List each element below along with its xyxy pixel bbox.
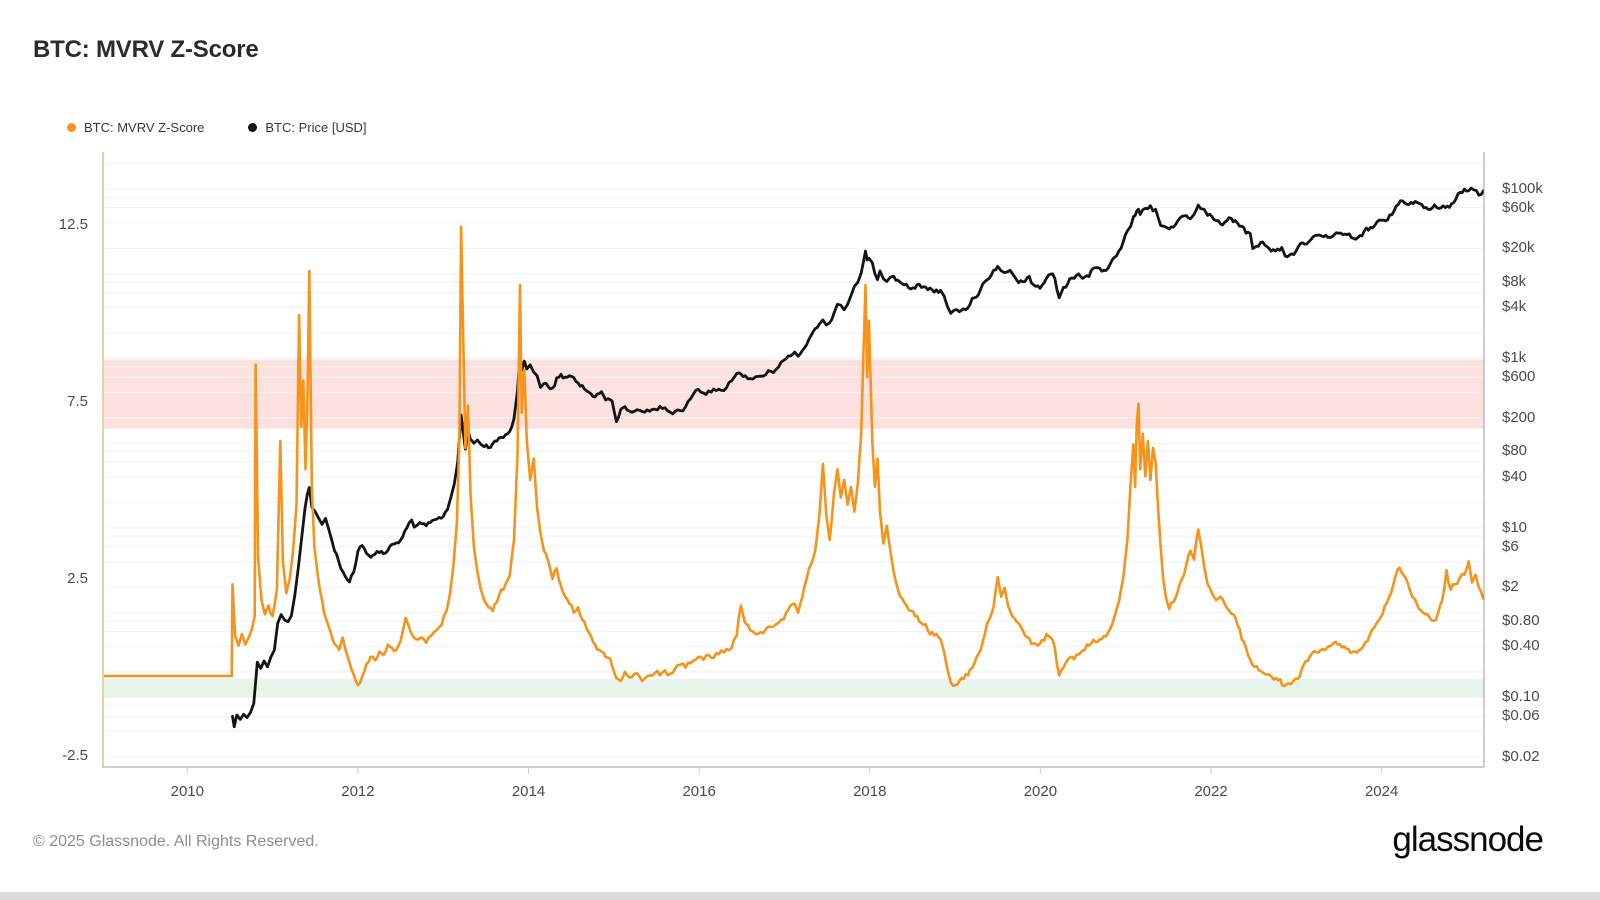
legend-item-price[interactable]: BTC: Price [USD] <box>248 120 367 135</box>
low-zone-band <box>102 678 1484 697</box>
copyright-text: © 2025 Glassnode. All Rights Reserved. <box>33 833 319 850</box>
x-axis-tick-label: 2012 <box>341 783 375 800</box>
z-axis-tick-label: 7.5 <box>67 392 88 410</box>
price-axis-tick-label: $60k <box>1502 198 1535 216</box>
chart-legend: BTC: MVRV Z-Score BTC: Price [USD] <box>67 120 411 135</box>
price-axis-tick-label: $80 <box>1502 442 1528 460</box>
price-axis-tick-label: $0.10 <box>1502 688 1540 706</box>
z-axis-tick-label: 12.5 <box>58 215 88 233</box>
price-axis-tick-label: $0.80 <box>1502 611 1540 629</box>
x-axis-tick-label: 2022 <box>1194 783 1228 800</box>
legend-dot-icon <box>67 123 76 132</box>
price-axis-tick-label: $100k <box>1502 179 1543 197</box>
price-axis-tick-label: $600 <box>1502 368 1536 386</box>
legend-dot-icon <box>248 123 258 132</box>
legend-item-mvrv-zscore[interactable]: BTC: MVRV Z-Score <box>67 120 204 135</box>
price-axis-tick-label: $0.40 <box>1502 637 1540 655</box>
price-axis-tick-label: $0.06 <box>1502 707 1540 725</box>
z-axis-tick-label: -2.5 <box>62 747 88 765</box>
glassnode-logo: glassnode <box>1392 820 1544 859</box>
legend-item-label: BTC: MVRV Z-Score <box>84 120 205 135</box>
legend-item-label: BTC: Price [USD] <box>265 120 367 135</box>
x-axis-tick-label: 2020 <box>1023 783 1058 800</box>
price-series-line <box>231 186 1484 729</box>
price-axis-tick-label: $6 <box>1502 537 1519 555</box>
price-axis-tick-label: $20k <box>1502 239 1535 257</box>
mvrv-series-line <box>102 225 1484 688</box>
price-axis-tick-label: $0.02 <box>1502 747 1540 765</box>
price-axis-tick-label: $4k <box>1502 298 1527 316</box>
x-axis-tick-label: 2014 <box>511 783 546 800</box>
price-axis-tick-label: $10 <box>1502 518 1528 536</box>
page-title: BTC: MVRV Z-Score <box>33 36 259 63</box>
x-axis-tick-label: 2018 <box>853 783 887 800</box>
x-axis-tick-label: 2010 <box>170 783 204 800</box>
price-axis-tick-label: $2 <box>1502 578 1519 596</box>
x-axis-tick-label: 2024 <box>1364 783 1399 800</box>
price-axis-tick-label: $40 <box>1502 467 1528 485</box>
price-axis-tick-label: $1k <box>1502 349 1527 367</box>
price-axis-tick-label: $200 <box>1502 408 1536 426</box>
bottom-scrollbar-track <box>0 892 1600 900</box>
price-axis-tick-label: $8k <box>1502 272 1527 290</box>
x-axis-tick-label: 2016 <box>682 783 716 800</box>
z-axis-tick-label: 2.5 <box>67 569 88 587</box>
